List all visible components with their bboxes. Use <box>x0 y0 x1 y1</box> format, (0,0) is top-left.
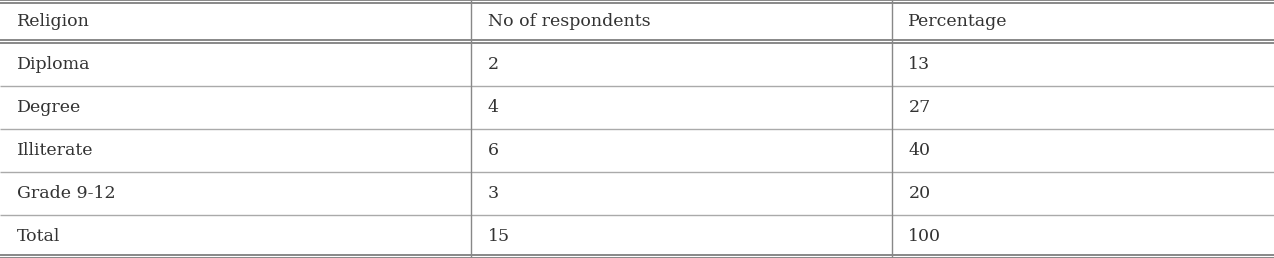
Text: 100: 100 <box>908 228 941 245</box>
Text: 6: 6 <box>488 142 499 159</box>
Text: 15: 15 <box>488 228 510 245</box>
Text: 13: 13 <box>908 56 930 73</box>
Text: 3: 3 <box>488 185 499 202</box>
Text: Degree: Degree <box>17 99 80 116</box>
Text: Percentage: Percentage <box>908 13 1008 30</box>
Text: 2: 2 <box>488 56 499 73</box>
Text: Illiterate: Illiterate <box>17 142 93 159</box>
Text: No of respondents: No of respondents <box>488 13 651 30</box>
Text: 40: 40 <box>908 142 930 159</box>
Text: 27: 27 <box>908 99 930 116</box>
Text: 4: 4 <box>488 99 499 116</box>
Text: Diploma: Diploma <box>17 56 90 73</box>
Text: Total: Total <box>17 228 60 245</box>
Text: Religion: Religion <box>17 13 89 30</box>
Text: 20: 20 <box>908 185 930 202</box>
Text: Grade 9-12: Grade 9-12 <box>17 185 115 202</box>
